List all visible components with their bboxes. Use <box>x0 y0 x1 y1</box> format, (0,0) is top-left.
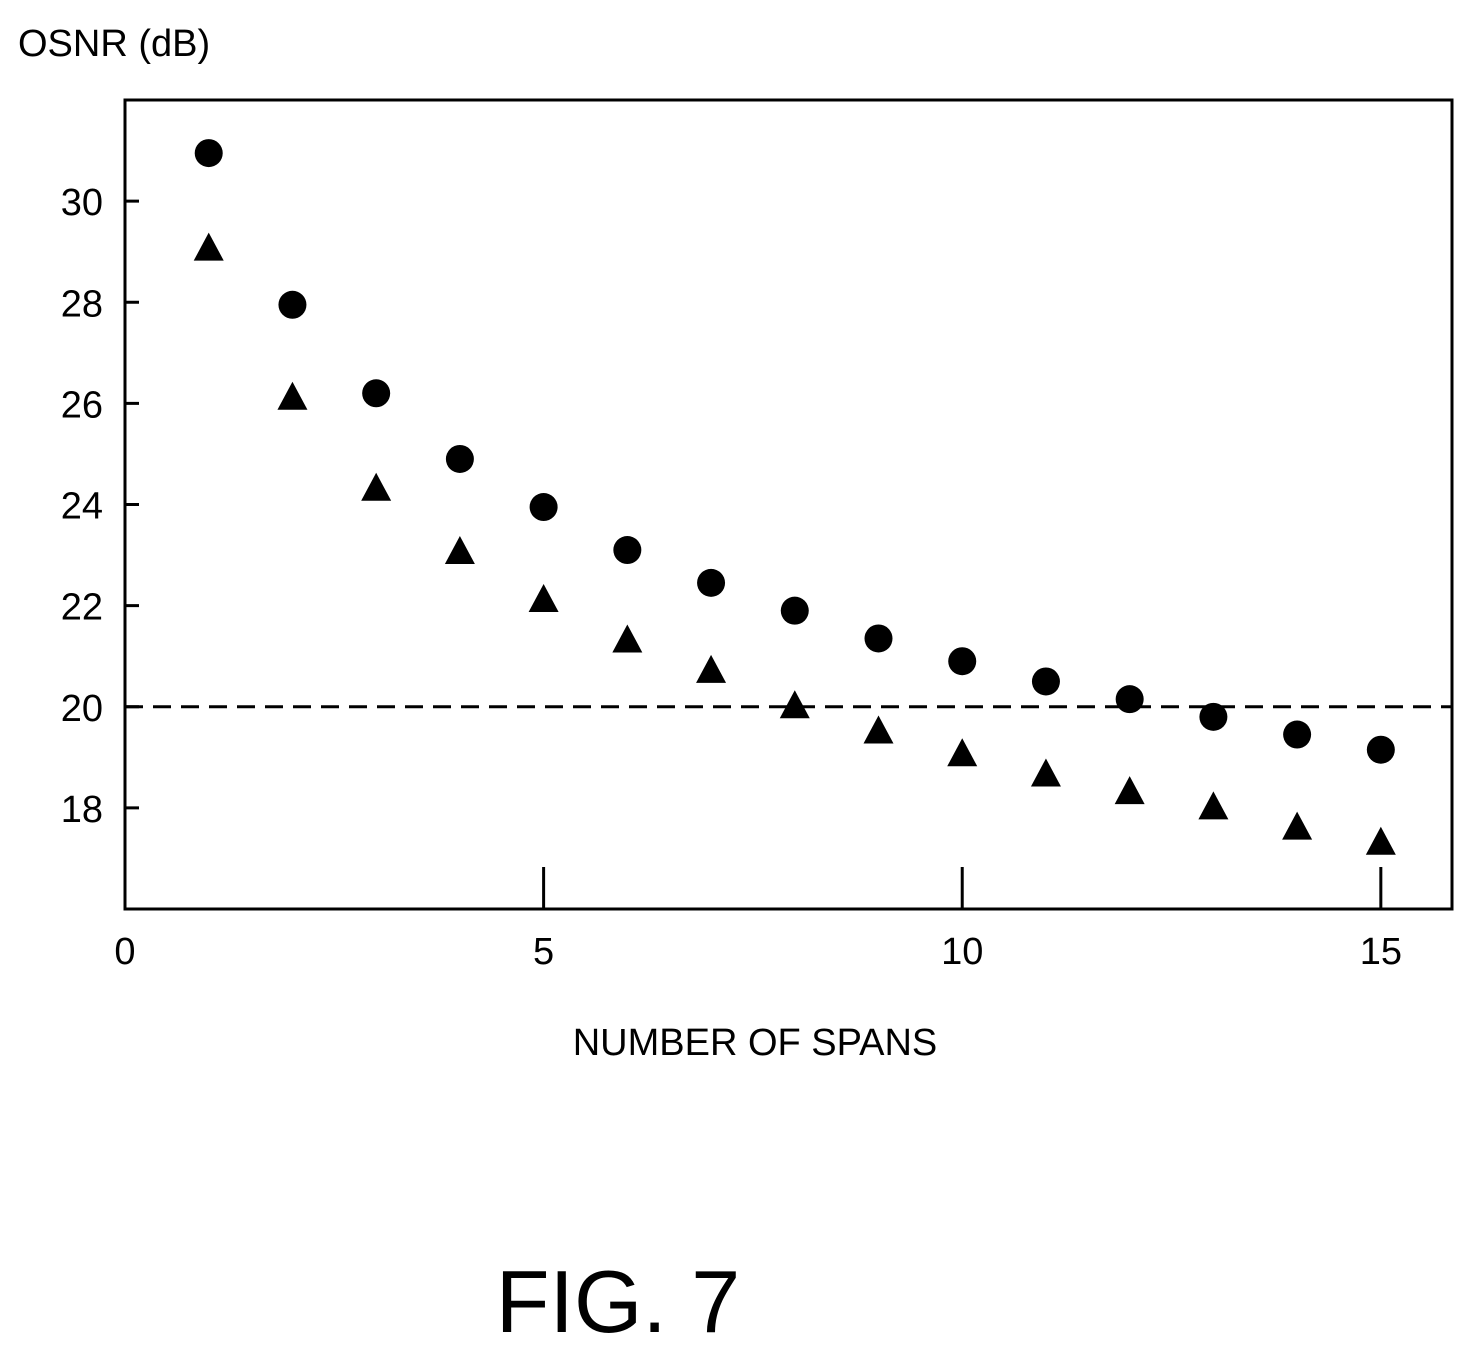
data-point-triangle <box>1030 758 1061 787</box>
y-tick-label: 24 <box>61 486 103 528</box>
data-point-triangle <box>193 232 224 261</box>
data-point-triangle <box>528 584 559 613</box>
y-tick-label: 26 <box>61 384 103 426</box>
figure-label: FIG. 7 <box>496 1252 741 1351</box>
x-tick-label: 5 <box>533 931 554 973</box>
data-point-circle <box>1199 702 1228 731</box>
data-point-triangle <box>361 472 392 501</box>
ticks-layer: 18 20 22 24 26 28 30 0 5 10 15 <box>61 182 1402 973</box>
data-point-circle <box>780 596 809 625</box>
y-tick-label: 28 <box>61 283 103 325</box>
x-tick-label: 10 <box>941 931 983 973</box>
data-point-triangle <box>612 624 643 653</box>
data-point-triangle <box>863 715 894 744</box>
data-point-circle <box>864 624 893 653</box>
y-tick-label: 18 <box>61 789 103 831</box>
x-axis-label: NUMBER OF SPANS <box>573 1022 938 1064</box>
data-point-circle <box>362 379 391 408</box>
data-point-circle <box>948 647 977 676</box>
data-point-circle <box>1283 720 1312 749</box>
plot-frame <box>123 98 1454 911</box>
marks-layer <box>193 139 1396 855</box>
data-point-circle <box>613 536 642 565</box>
data-point-circle <box>445 444 474 473</box>
data-point-circle <box>697 568 726 597</box>
data-point-circle <box>278 290 307 319</box>
data-point-circle <box>529 493 558 522</box>
y-tick-label: 22 <box>61 587 103 629</box>
data-point-triangle <box>1282 811 1313 840</box>
x-tick-label: 0 <box>114 931 135 973</box>
data-point-triangle <box>696 654 727 683</box>
y-tick-label: 30 <box>61 182 103 224</box>
data-point-triangle <box>1365 826 1396 855</box>
data-point-circle <box>1115 685 1144 714</box>
y-axis-label: OSNR (dB) <box>18 23 210 65</box>
data-point-triangle <box>444 536 475 565</box>
data-point-triangle <box>947 738 978 767</box>
data-point-circle <box>194 139 223 168</box>
y-tick-label: 20 <box>61 688 103 730</box>
data-point-circle <box>1366 735 1395 764</box>
data-point-triangle <box>1198 791 1229 820</box>
data-point-triangle <box>1114 776 1145 805</box>
data-point-circle <box>1031 667 1060 696</box>
x-tick-label: 15 <box>1360 931 1402 973</box>
data-point-triangle <box>779 690 810 719</box>
data-point-triangle <box>277 381 308 410</box>
